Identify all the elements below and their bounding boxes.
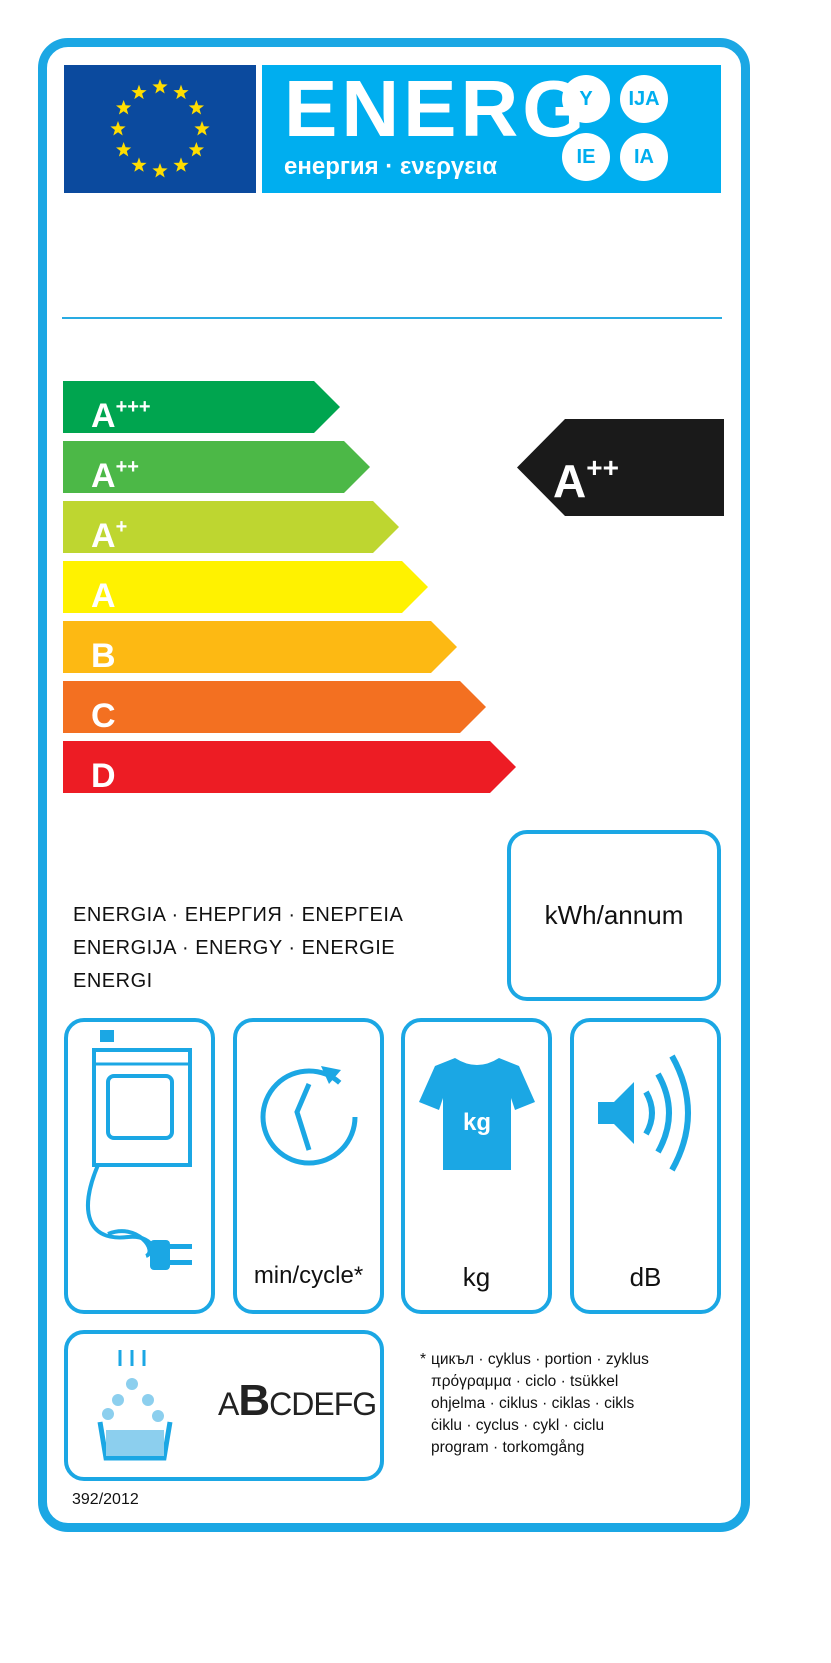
star-icon	[173, 84, 189, 100]
star-icon	[188, 142, 204, 157]
scale-rest: CDEFG	[269, 1386, 377, 1422]
energy-class-0: A+++	[63, 381, 340, 433]
dryer-plug-icon	[86, 1030, 192, 1270]
energy-line: ENERGIA · ЕНЕРГИЯ · ΕΝΕΡΓΕΙΑ	[73, 904, 404, 926]
energy-class-5: C	[63, 681, 486, 733]
suffix-y: Y	[562, 75, 610, 123]
condensation-scale: ABCDEFG	[218, 1376, 377, 1426]
star-icon	[110, 121, 126, 136]
class-plus: ++	[115, 456, 139, 478]
energy-class-6: D	[63, 741, 516, 793]
class-letter: A	[91, 457, 116, 495]
energy-line: ENERGIJA · ENERGY · ENERGIE	[73, 937, 396, 959]
speaker-icon	[598, 1054, 691, 1172]
rating-arrow: A++	[517, 419, 724, 516]
tshirt-kg-icon: kg	[419, 1058, 535, 1170]
footnote-line: ċiklu · cyclus · cykl · ciclu	[431, 1417, 605, 1434]
condensation-box: ABCDEFG	[64, 1330, 384, 1481]
energy-class-4: B	[63, 621, 457, 673]
eu-stars-icon	[110, 79, 210, 178]
class-plus: +++	[115, 396, 151, 418]
label-frame	[38, 38, 750, 1532]
energy-class-3: A	[63, 561, 428, 613]
class-plus: +	[115, 516, 128, 538]
scale-selected: B	[238, 1376, 270, 1425]
suffix-ie: IE	[562, 133, 610, 181]
capacity-unit: kg	[462, 1262, 491, 1292]
dryer-box	[64, 1018, 215, 1314]
regulation-number: 392/2012	[72, 1491, 139, 1508]
footnote: * цикъл · cyklus · portion · zyklus πρόγ…	[420, 1349, 649, 1459]
class-letter: A	[91, 397, 116, 435]
star-icon	[116, 100, 132, 115]
footnote-marker: *	[420, 1351, 427, 1368]
footnote-line: program · torkomgång	[431, 1439, 585, 1456]
suffix-ia: IA	[620, 133, 668, 181]
energy-label-text: ENERGIA · ЕНЕРГИЯ · ΕΝΕΡΓΕΙΑ ENERGIJA · …	[73, 899, 403, 998]
energy-line: ENERGI	[73, 970, 153, 992]
star-icon	[131, 157, 147, 172]
footnote-line: πρόγραμμα · ciclo · tsükkel	[431, 1373, 619, 1390]
class-letter: A	[91, 577, 116, 615]
cycle-unit: min/cycle*	[253, 1262, 364, 1289]
rating-plus: ++	[586, 452, 619, 483]
energy-consumption-box: kWh/annum	[507, 830, 721, 1001]
banner-subtitle: енергия · ενεργεια	[284, 153, 498, 180]
noise-unit: dB	[629, 1262, 662, 1292]
star-icon	[173, 157, 189, 172]
kwh-unit: kWh/annum	[544, 900, 684, 930]
star-icon	[194, 121, 210, 136]
class-letter: B	[91, 637, 116, 675]
footnote-line: ohjelma · ciklus · ciklas · cikls	[431, 1395, 635, 1412]
star-icon	[152, 79, 168, 94]
class-letter: D	[91, 757, 116, 795]
suffix-ija: IJA	[620, 75, 668, 123]
capacity-box: kg kg	[401, 1018, 552, 1314]
star-icon	[188, 100, 204, 115]
energy-banner: ENERG енергия · ενεργεια Y IJA IE IA	[262, 65, 721, 193]
tshirt-kg-text: kg	[463, 1109, 491, 1136]
class-letter: A	[91, 517, 116, 555]
noise-box: dB	[570, 1018, 721, 1314]
cycle-clock-icon	[260, 1066, 358, 1166]
class-letter: C	[91, 697, 116, 735]
star-icon	[116, 142, 132, 157]
rating-letter: A	[553, 455, 587, 507]
energy-class-1: A++	[63, 441, 370, 493]
cycle-time-box: min/cycle*	[233, 1018, 384, 1314]
energy-class-2: A+	[63, 501, 399, 553]
star-icon	[131, 84, 147, 100]
divider	[62, 317, 722, 319]
water-drops-basin-icon	[97, 1350, 173, 1461]
footnote-line: цикъл · cyklus · portion · zyklus	[431, 1351, 649, 1368]
banner-title: ENERG	[284, 64, 589, 153]
star-icon	[152, 163, 168, 178]
scale-a: A	[218, 1386, 239, 1422]
eu-flag	[64, 65, 256, 193]
